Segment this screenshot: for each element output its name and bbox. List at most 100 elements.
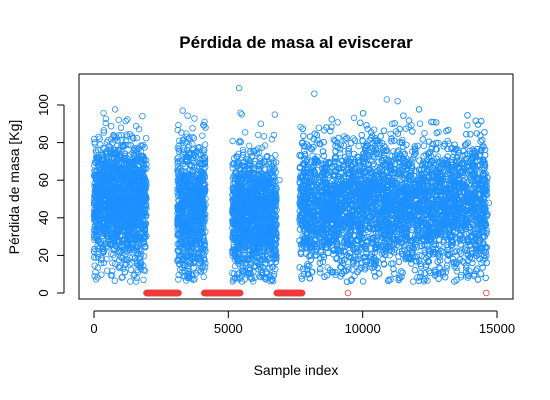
data-point [134, 243, 141, 251]
data-point [93, 206, 100, 214]
data-point [101, 190, 109, 198]
data-point [98, 255, 105, 262]
data-point [140, 239, 148, 246]
data-point [131, 271, 138, 278]
data-point [100, 127, 107, 134]
data-point [135, 150, 142, 158]
data-point [106, 208, 114, 216]
data-point [124, 238, 132, 246]
data-point [100, 245, 107, 253]
data-point [137, 247, 145, 254]
data-point [118, 136, 125, 144]
data-point [112, 192, 119, 200]
data-point [94, 158, 101, 166]
data-point [201, 118, 208, 125]
data-point [109, 239, 116, 246]
data-point [104, 267, 111, 274]
data-point [98, 271, 105, 278]
data-point [135, 247, 143, 254]
data-point [92, 276, 100, 283]
data-point [189, 124, 196, 132]
data-point [97, 260, 105, 267]
data-point [116, 194, 124, 202]
x-axis-label: Sample index [254, 362, 339, 378]
data-point [103, 255, 110, 263]
data-point [94, 237, 101, 245]
data-point [100, 249, 107, 256]
data-point [106, 213, 113, 221]
data-point [200, 273, 207, 280]
data-point [126, 247, 134, 254]
data-point [141, 222, 149, 229]
data-point [127, 266, 135, 273]
data-point [127, 278, 134, 285]
data-point [94, 161, 102, 169]
data-point [106, 155, 113, 162]
data-point [142, 183, 150, 190]
data-point [102, 119, 109, 127]
data-point [271, 111, 278, 118]
data-point [91, 273, 98, 280]
data-point [102, 115, 110, 122]
data-point [108, 267, 116, 275]
data-point [133, 134, 141, 142]
data-point [135, 125, 143, 133]
data-point [120, 265, 127, 272]
data-point [255, 131, 262, 139]
data-point [140, 266, 147, 274]
data-point [116, 264, 123, 272]
data-point [103, 215, 110, 223]
data-point [134, 266, 141, 274]
plot-points [90, 84, 493, 297]
data-point [111, 254, 118, 261]
data-point [91, 140, 98, 147]
data-point [114, 221, 121, 228]
data-point [131, 175, 139, 183]
data-point [118, 247, 125, 255]
data-point [191, 115, 198, 122]
data-point [94, 264, 102, 271]
data-point [132, 122, 140, 130]
chart-title: Pérdida de masa al eviscerar [179, 33, 413, 52]
data-point [199, 132, 206, 139]
data-point [111, 150, 119, 157]
data-point [95, 155, 103, 163]
data-point [107, 250, 115, 258]
data-point [113, 164, 121, 172]
data-point [93, 226, 101, 234]
data-point [123, 154, 130, 162]
data-point [107, 240, 115, 248]
data-point [121, 152, 129, 160]
data-point [141, 157, 148, 164]
data-point [114, 173, 121, 180]
data-point [107, 272, 115, 279]
data-point [119, 273, 126, 281]
data-point [124, 116, 131, 123]
data-point [93, 184, 101, 192]
data-point [257, 120, 264, 127]
data-point [184, 112, 191, 119]
data-point [142, 134, 150, 142]
data-point [94, 146, 102, 154]
data-point [237, 109, 244, 116]
data-point [101, 161, 108, 169]
data-point [128, 260, 136, 267]
data-point [107, 230, 115, 237]
data-point [115, 116, 122, 124]
data-point [121, 268, 129, 276]
data-point [102, 148, 110, 155]
data-point [140, 276, 147, 283]
y-axis-label: Pérdida de masa [Kg] [6, 120, 22, 255]
data-point [130, 135, 137, 142]
plot-frame [78, 73, 514, 300]
data-point [91, 262, 98, 269]
data-point [106, 220, 113, 227]
data-point [229, 137, 236, 145]
data-point [201, 141, 209, 148]
data-point [139, 112, 146, 120]
data-point [100, 129, 107, 136]
data-point [140, 177, 148, 185]
data-point [111, 106, 119, 113]
data-point [99, 219, 106, 226]
data-point [127, 142, 135, 149]
